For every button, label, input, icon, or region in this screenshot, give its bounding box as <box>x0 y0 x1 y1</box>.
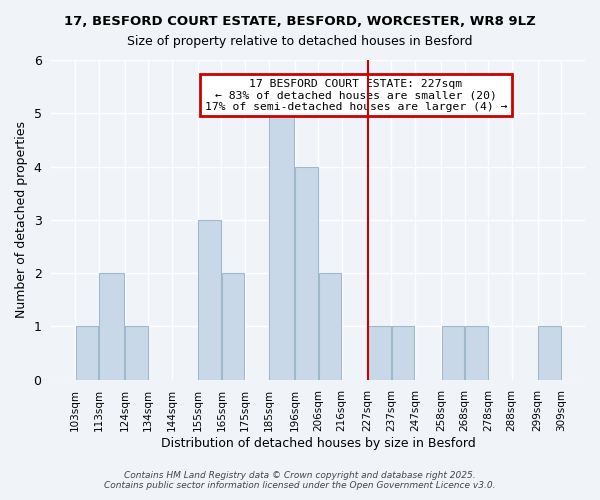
Bar <box>222 273 244 380</box>
Bar <box>368 326 391 380</box>
Bar <box>442 326 464 380</box>
Bar <box>295 166 317 380</box>
Bar <box>199 220 221 380</box>
Bar <box>538 326 561 380</box>
Bar <box>99 273 124 380</box>
Y-axis label: Number of detached properties: Number of detached properties <box>15 122 28 318</box>
Bar <box>76 326 98 380</box>
Bar <box>125 326 148 380</box>
X-axis label: Distribution of detached houses by size in Besford: Distribution of detached houses by size … <box>161 437 476 450</box>
Bar <box>392 326 415 380</box>
Bar <box>319 273 341 380</box>
Text: 17 BESFORD COURT ESTATE: 227sqm
← 83% of detached houses are smaller (20)
17% of: 17 BESFORD COURT ESTATE: 227sqm ← 83% of… <box>205 78 507 112</box>
Text: 17, BESFORD COURT ESTATE, BESFORD, WORCESTER, WR8 9LZ: 17, BESFORD COURT ESTATE, BESFORD, WORCE… <box>64 15 536 28</box>
Text: Size of property relative to detached houses in Besford: Size of property relative to detached ho… <box>127 35 473 48</box>
Text: Contains HM Land Registry data © Crown copyright and database right 2025.
Contai: Contains HM Land Registry data © Crown c… <box>104 470 496 490</box>
Bar <box>465 326 488 380</box>
Bar <box>269 114 294 380</box>
